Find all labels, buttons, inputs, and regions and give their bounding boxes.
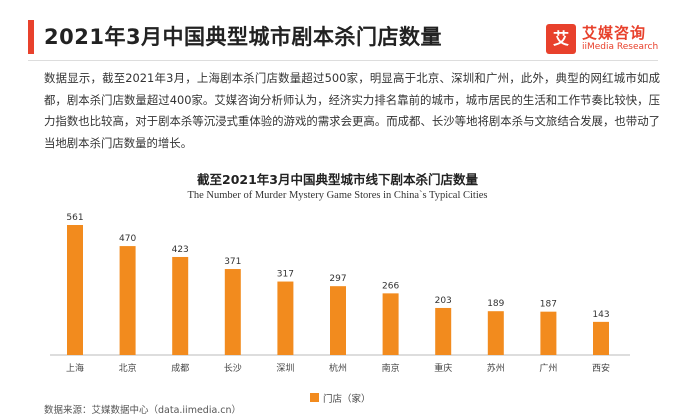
bar-2: [172, 256, 189, 355]
value-label-2: 423: [172, 245, 189, 255]
category-label-1: 北京: [119, 362, 137, 374]
value-label-10: 143: [592, 310, 609, 320]
category-label-10: 西安: [592, 362, 610, 374]
bar-6: [382, 293, 399, 355]
bar-10: [593, 321, 609, 355]
category-label-5: 杭州: [329, 362, 347, 374]
header-divider: [28, 60, 658, 61]
iimedia-logo: 艾 艾媒咨询 iiMedia Research: [546, 22, 666, 56]
category-label-2: 成都: [171, 362, 189, 374]
logo-text-en: iiMedia Research: [582, 42, 659, 52]
value-label-5: 297: [329, 274, 346, 284]
bar-9: [540, 311, 557, 355]
bar-5: [330, 286, 346, 355]
category-label-9: 广州: [539, 362, 557, 374]
data-source: 数据来源：艾媒数据中心（data.iimedia.cn）: [44, 405, 242, 416]
legend-swatch: [310, 393, 319, 402]
header: 2021年3月中国典型城市剧本杀门店数量 艾 艾媒咨询 iiMedia Rese…: [0, 0, 675, 58]
value-label-1: 470: [119, 234, 136, 244]
bar-1: [119, 246, 136, 355]
category-label-4: 深圳: [276, 363, 294, 374]
chart-title: 截至2021年3月中国典型城市线下剧本杀门店数量: [197, 172, 478, 187]
value-label-3: 371: [224, 257, 241, 267]
bar-0: [67, 225, 83, 355]
value-label-9: 187: [540, 300, 557, 310]
category-label-6: 南京: [382, 362, 400, 374]
category-label-3: 长沙: [224, 362, 242, 374]
bar-4: [277, 281, 294, 355]
bar-7: [435, 307, 452, 355]
legend-label: 门店（家）: [323, 394, 371, 405]
value-label-0: 561: [66, 213, 83, 223]
category-label-8: 苏州: [487, 362, 505, 374]
category-label-0: 上海: [66, 362, 84, 374]
bar-chart: 561 上海 470 北京 423 成都 371 长沙 317 深圳 297 杭州 266 南京 203 重庆…: [50, 213, 630, 374]
value-label-6: 266: [382, 281, 399, 291]
bar-3: [224, 269, 241, 355]
value-label-7: 203: [435, 296, 452, 306]
bar-8: [487, 311, 504, 355]
chart-subtitle: The Number of Murder Mystery Game Stores…: [187, 190, 488, 201]
description-paragraph: 数据显示，截至2021年3月，上海剧本杀门店数量超过500家，明显高于北京、深圳…: [44, 71, 660, 150]
logo-mark-icon: 艾: [546, 24, 576, 54]
logo-text-cn: 艾媒咨询: [582, 24, 647, 42]
value-label-8: 189: [487, 299, 504, 309]
category-label-7: 重庆: [434, 362, 452, 374]
page-title: 2021年3月中国典型城市剧本杀门店数量: [44, 25, 443, 49]
value-label-4: 317: [277, 270, 294, 280]
title-accent-bar: [28, 20, 34, 54]
